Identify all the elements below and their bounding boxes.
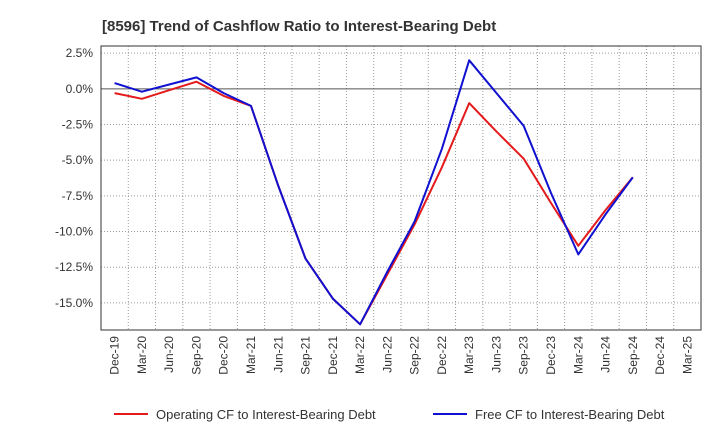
x-tick-label: Jun-21 — [271, 336, 285, 373]
series-lines — [114, 59, 634, 326]
x-tick-label: Dec-23 — [544, 336, 558, 375]
x-tick-label: Dec-24 — [653, 336, 667, 375]
y-axis-ticks: 2.5% 0.0% -2.5% -5.0% -7.5% -10.0% -12.5% -15.0… — [55, 46, 93, 310]
y-tick-label: 0.0% — [66, 82, 94, 96]
legend: Operating CF to Interest-Bearing Debt Fre… — [114, 407, 665, 422]
x-tick-label: Jun-20 — [162, 336, 176, 373]
x-tick-label: Mar-23 — [462, 336, 476, 374]
y-tick-label: -10.0% — [55, 225, 93, 239]
x-tick-label: Mar-20 — [135, 336, 149, 374]
x-tick-label: Jun-22 — [380, 336, 394, 373]
x-axis-ticks: Dec-19 Mar-20 Jun-20 Sep-20 Dec-20 Mar-21 Jun-… — [108, 336, 695, 375]
series-line — [114, 59, 634, 326]
grid — [101, 46, 701, 330]
legend-label: Free CF to Interest-Bearing Debt — [475, 407, 665, 422]
y-tick-label: -5.0% — [62, 153, 94, 167]
y-tick-label: -7.5% — [62, 189, 94, 203]
x-tick-label: Sep-23 — [517, 336, 531, 375]
x-tick-label: Mar-24 — [571, 336, 585, 374]
x-tick-label: Sep-21 — [299, 336, 313, 375]
y-tick-label: -2.5% — [62, 117, 94, 131]
x-tick-label: Sep-22 — [408, 336, 422, 375]
x-tick-label: Jun-23 — [489, 336, 503, 373]
x-tick-label: Mar-21 — [244, 336, 258, 374]
x-tick-label: Jun-24 — [599, 336, 613, 373]
x-tick-label: Sep-24 — [626, 336, 640, 375]
plot-frame — [100, 45, 702, 331]
x-tick-label: Mar-22 — [353, 336, 367, 374]
x-tick-label: Mar-25 — [680, 336, 694, 374]
y-tick-label: 2.5% — [66, 46, 94, 60]
y-tick-label: -15.0% — [55, 296, 93, 310]
x-tick-label: Dec-20 — [217, 336, 231, 375]
axes — [100, 45, 702, 331]
x-tick-label: Dec-21 — [326, 336, 340, 375]
legend-label: Operating CF to Interest-Bearing Debt — [156, 407, 376, 422]
y-tick-label: -12.5% — [55, 260, 93, 274]
x-tick-label: Dec-19 — [108, 336, 122, 375]
chart-title: [8596] Trend of Cashflow Ratio to Intere… — [102, 18, 496, 35]
x-tick-label: Dec-22 — [435, 336, 449, 375]
x-tick-label: Sep-20 — [189, 336, 203, 375]
